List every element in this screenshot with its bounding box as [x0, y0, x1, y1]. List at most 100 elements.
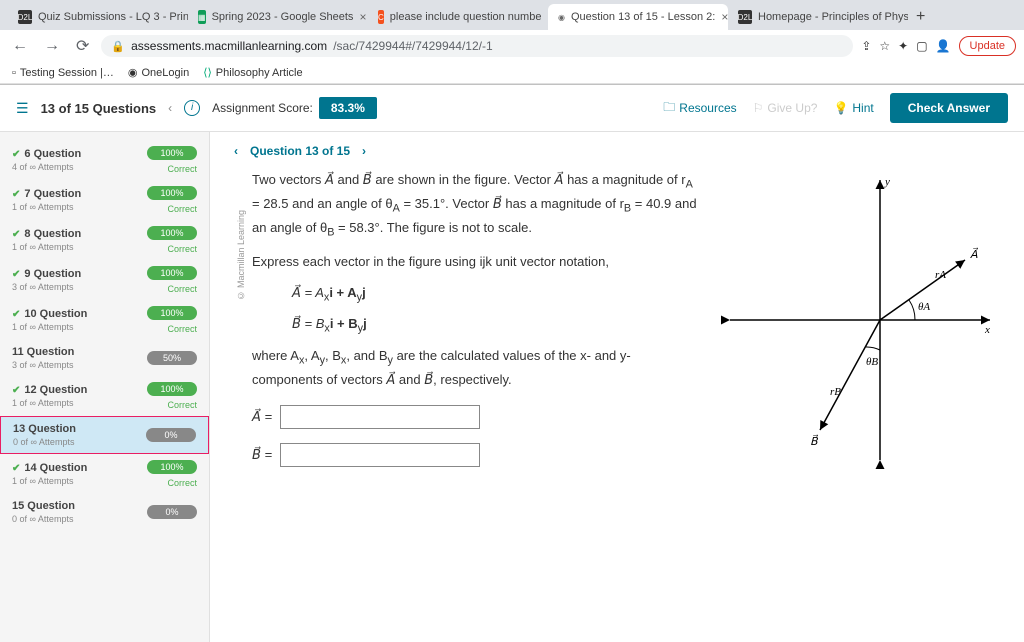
vector-b-input[interactable] [280, 443, 480, 467]
url-host: assessments.macmillanlearning.com [131, 39, 327, 53]
score-badge: 0% [147, 505, 197, 519]
check-icon: ✔ [12, 309, 20, 320]
giveup-link[interactable]: ⚐Give Up? [753, 101, 818, 115]
attempts-text: 1 of ∞ Attempts [12, 398, 87, 408]
tab-label: please include question numbe [390, 11, 542, 23]
question-nav: ‹ Question 13 of 15 › [234, 144, 1000, 158]
bulb-icon: 💡 [833, 101, 848, 115]
lock-icon: 🔒 [111, 40, 125, 53]
bookmark-icon: ▫ [12, 67, 16, 79]
menu-icon[interactable]: ☰ [16, 100, 29, 117]
browser-tab[interactable]: Cplease include question numbe× [368, 4, 548, 30]
bookmark-item[interactable]: ▫Testing Session |… [12, 67, 114, 79]
browser-tab[interactable]: ▦ Spring 2023 - Google Sheets × [188, 4, 368, 30]
question-number: 14 Question [24, 462, 87, 474]
attempts-text: 3 of ∞ Attempts [12, 282, 81, 292]
tab-label: Quiz Submissions - LQ 3 - Prin [38, 11, 188, 23]
check-icon: ✔ [12, 229, 20, 240]
bookmark-item[interactable]: ⟨⟩Philosophy Article [203, 66, 302, 79]
question-number: 12 Question [24, 384, 87, 396]
address-row: ← → ⟳ 🔒 assessments.macmillanlearning.co… [0, 30, 1024, 62]
next-question[interactable]: › [362, 144, 366, 158]
ra-label: rA [935, 269, 946, 281]
input-b-row: B⃗ = [252, 443, 700, 467]
tab-favicon: D2L [18, 10, 32, 24]
tab-favicon: ▦ [198, 10, 206, 24]
attempts-text: 0 of ∞ Attempts [12, 514, 75, 524]
extension-icon[interactable]: ✦ [898, 39, 908, 53]
sidebar-question-item[interactable]: ✔7 Question 1 of ∞ Attempts 100% Correct [0, 180, 209, 220]
prev-question[interactable]: ‹ [234, 144, 238, 158]
forward-button[interactable]: → [40, 35, 64, 57]
question-text: © Macmillan Learning Two vectors A⃗ and … [234, 170, 700, 481]
question-number: 8 Question [24, 228, 81, 240]
sidebar-question-item[interactable]: ✔12 Question 1 of ∞ Attempts 100% Correc… [0, 376, 209, 416]
question-sidebar[interactable]: ✔ 6 Question 4 of ∞ Attempts 100% Correct… [0, 132, 210, 642]
status-text: Correct [167, 204, 197, 214]
question-number: 13 Question [13, 423, 76, 435]
attempts-text: 3 of ∞ Attempts [12, 360, 74, 370]
sidebar-question-item[interactable]: ✔10 Question 1 of ∞ Attempts 100% Correc… [0, 300, 209, 340]
question-number: 7 Question [24, 188, 81, 200]
back-button[interactable]: ← [8, 35, 32, 57]
sidebar-question-item[interactable]: 13 Question 0 of ∞ Attempts 0% [0, 416, 209, 454]
address-bar[interactable]: 🔒 assessments.macmillanlearning.com/sac/… [101, 35, 853, 57]
status-text: Correct [167, 164, 197, 174]
profile-icon[interactable]: 👤 [936, 39, 951, 53]
prev-chevron[interactable]: ‹ [168, 101, 172, 115]
hint-link[interactable]: 💡Hint [833, 101, 873, 115]
star-icon[interactable]: ☆ [879, 39, 890, 53]
score-badge: 100% [147, 306, 197, 320]
bookmarks-row: ▫Testing Session |… ◉OneLogin ⟨⟩Philosop… [0, 62, 1024, 84]
tab-close-icon[interactable]: × [359, 10, 366, 24]
status-text: Correct [167, 244, 197, 254]
tab-close-icon[interactable]: × [721, 10, 728, 24]
new-tab-button[interactable]: + [908, 4, 933, 30]
browser-tab[interactable]: D2LQuiz Submissions - LQ 3 - Prin× [8, 4, 188, 30]
resources-link[interactable]: 🗀Resources [663, 98, 736, 119]
sidebar-question-item[interactable]: 11 Question 3 of ∞ Attempts 50% [0, 340, 209, 376]
attempts-text: 4 of ∞ Attempts [12, 162, 81, 172]
share-icon[interactable]: ⇪ [861, 39, 871, 53]
bookmark-item[interactable]: ◉OneLogin [128, 66, 189, 79]
question-nav-label: Question 13 of 15 [250, 144, 350, 158]
score-badge: 0% [146, 428, 196, 442]
sidebar-question-item[interactable]: ✔8 Question 1 of ∞ Attempts 100% Correct [0, 220, 209, 260]
bookmark-icon: ◉ [128, 66, 138, 79]
check-answer-button[interactable]: Check Answer [890, 93, 1008, 123]
tab-label: Spring 2023 - Google Sheets [212, 11, 354, 23]
sidebar-question-item[interactable]: 15 Question 0 of ∞ Attempts 0% [0, 494, 209, 530]
sidebar-question-item[interactable]: ✔6 Question 4 of ∞ Attempts 100% Correct [0, 140, 209, 180]
tab-label: Homepage - Principles of Phys [758, 11, 908, 23]
equation-b: B⃗ = Bxi + Byj [292, 314, 700, 338]
update-button[interactable]: Update [959, 36, 1016, 56]
reload-button[interactable]: ⟳ [72, 34, 93, 58]
attempts-text: 0 of ∞ Attempts [13, 437, 76, 447]
copyright-text: © Macmillan Learning [234, 210, 248, 301]
status-text: Correct [167, 478, 197, 488]
vector-figure: y x A⃗ rA θA B⃗ rB θB [720, 170, 1000, 481]
browser-tab[interactable]: ◉Question 13 of 15 - Lesson 2:× [548, 4, 728, 30]
flag-icon: ⚐ [753, 101, 764, 115]
question-number: 11 Question [12, 346, 74, 358]
browser-tab[interactable]: D2LHomepage - Principles of Phys× [728, 4, 908, 30]
check-icon: ✔ [12, 269, 20, 280]
score-label: Assignment Score: 83.3% [212, 97, 377, 119]
vector-a-label: A⃗ [970, 247, 979, 261]
sidebar-question-item[interactable]: ✔9 Question 3 of ∞ Attempts 100% Correct [0, 260, 209, 300]
question-content: ‹ Question 13 of 15 › © Macmillan Learni… [210, 132, 1024, 642]
app-header: ☰ 13 of 15 Questions ‹ i Assignment Scor… [0, 85, 1024, 132]
window-icon[interactable]: ▢ [916, 39, 927, 53]
attempts-text: 1 of ∞ Attempts [12, 202, 81, 212]
info-icon[interactable]: i [184, 100, 200, 116]
score-badge: 100% [147, 186, 197, 200]
vector-a-input[interactable] [280, 405, 480, 429]
bookmark-icon: ⟨⟩ [203, 66, 212, 79]
score-badge: 100% [147, 382, 197, 396]
question-number: 10 Question [24, 308, 87, 320]
theta-a-label: θA [918, 301, 930, 313]
question-number: 6 Question [24, 148, 81, 160]
score-badge: 100% [147, 460, 197, 474]
check-icon: ✔ [12, 149, 20, 160]
sidebar-question-item[interactable]: ✔14 Question 1 of ∞ Attempts 100% Correc… [0, 454, 209, 494]
